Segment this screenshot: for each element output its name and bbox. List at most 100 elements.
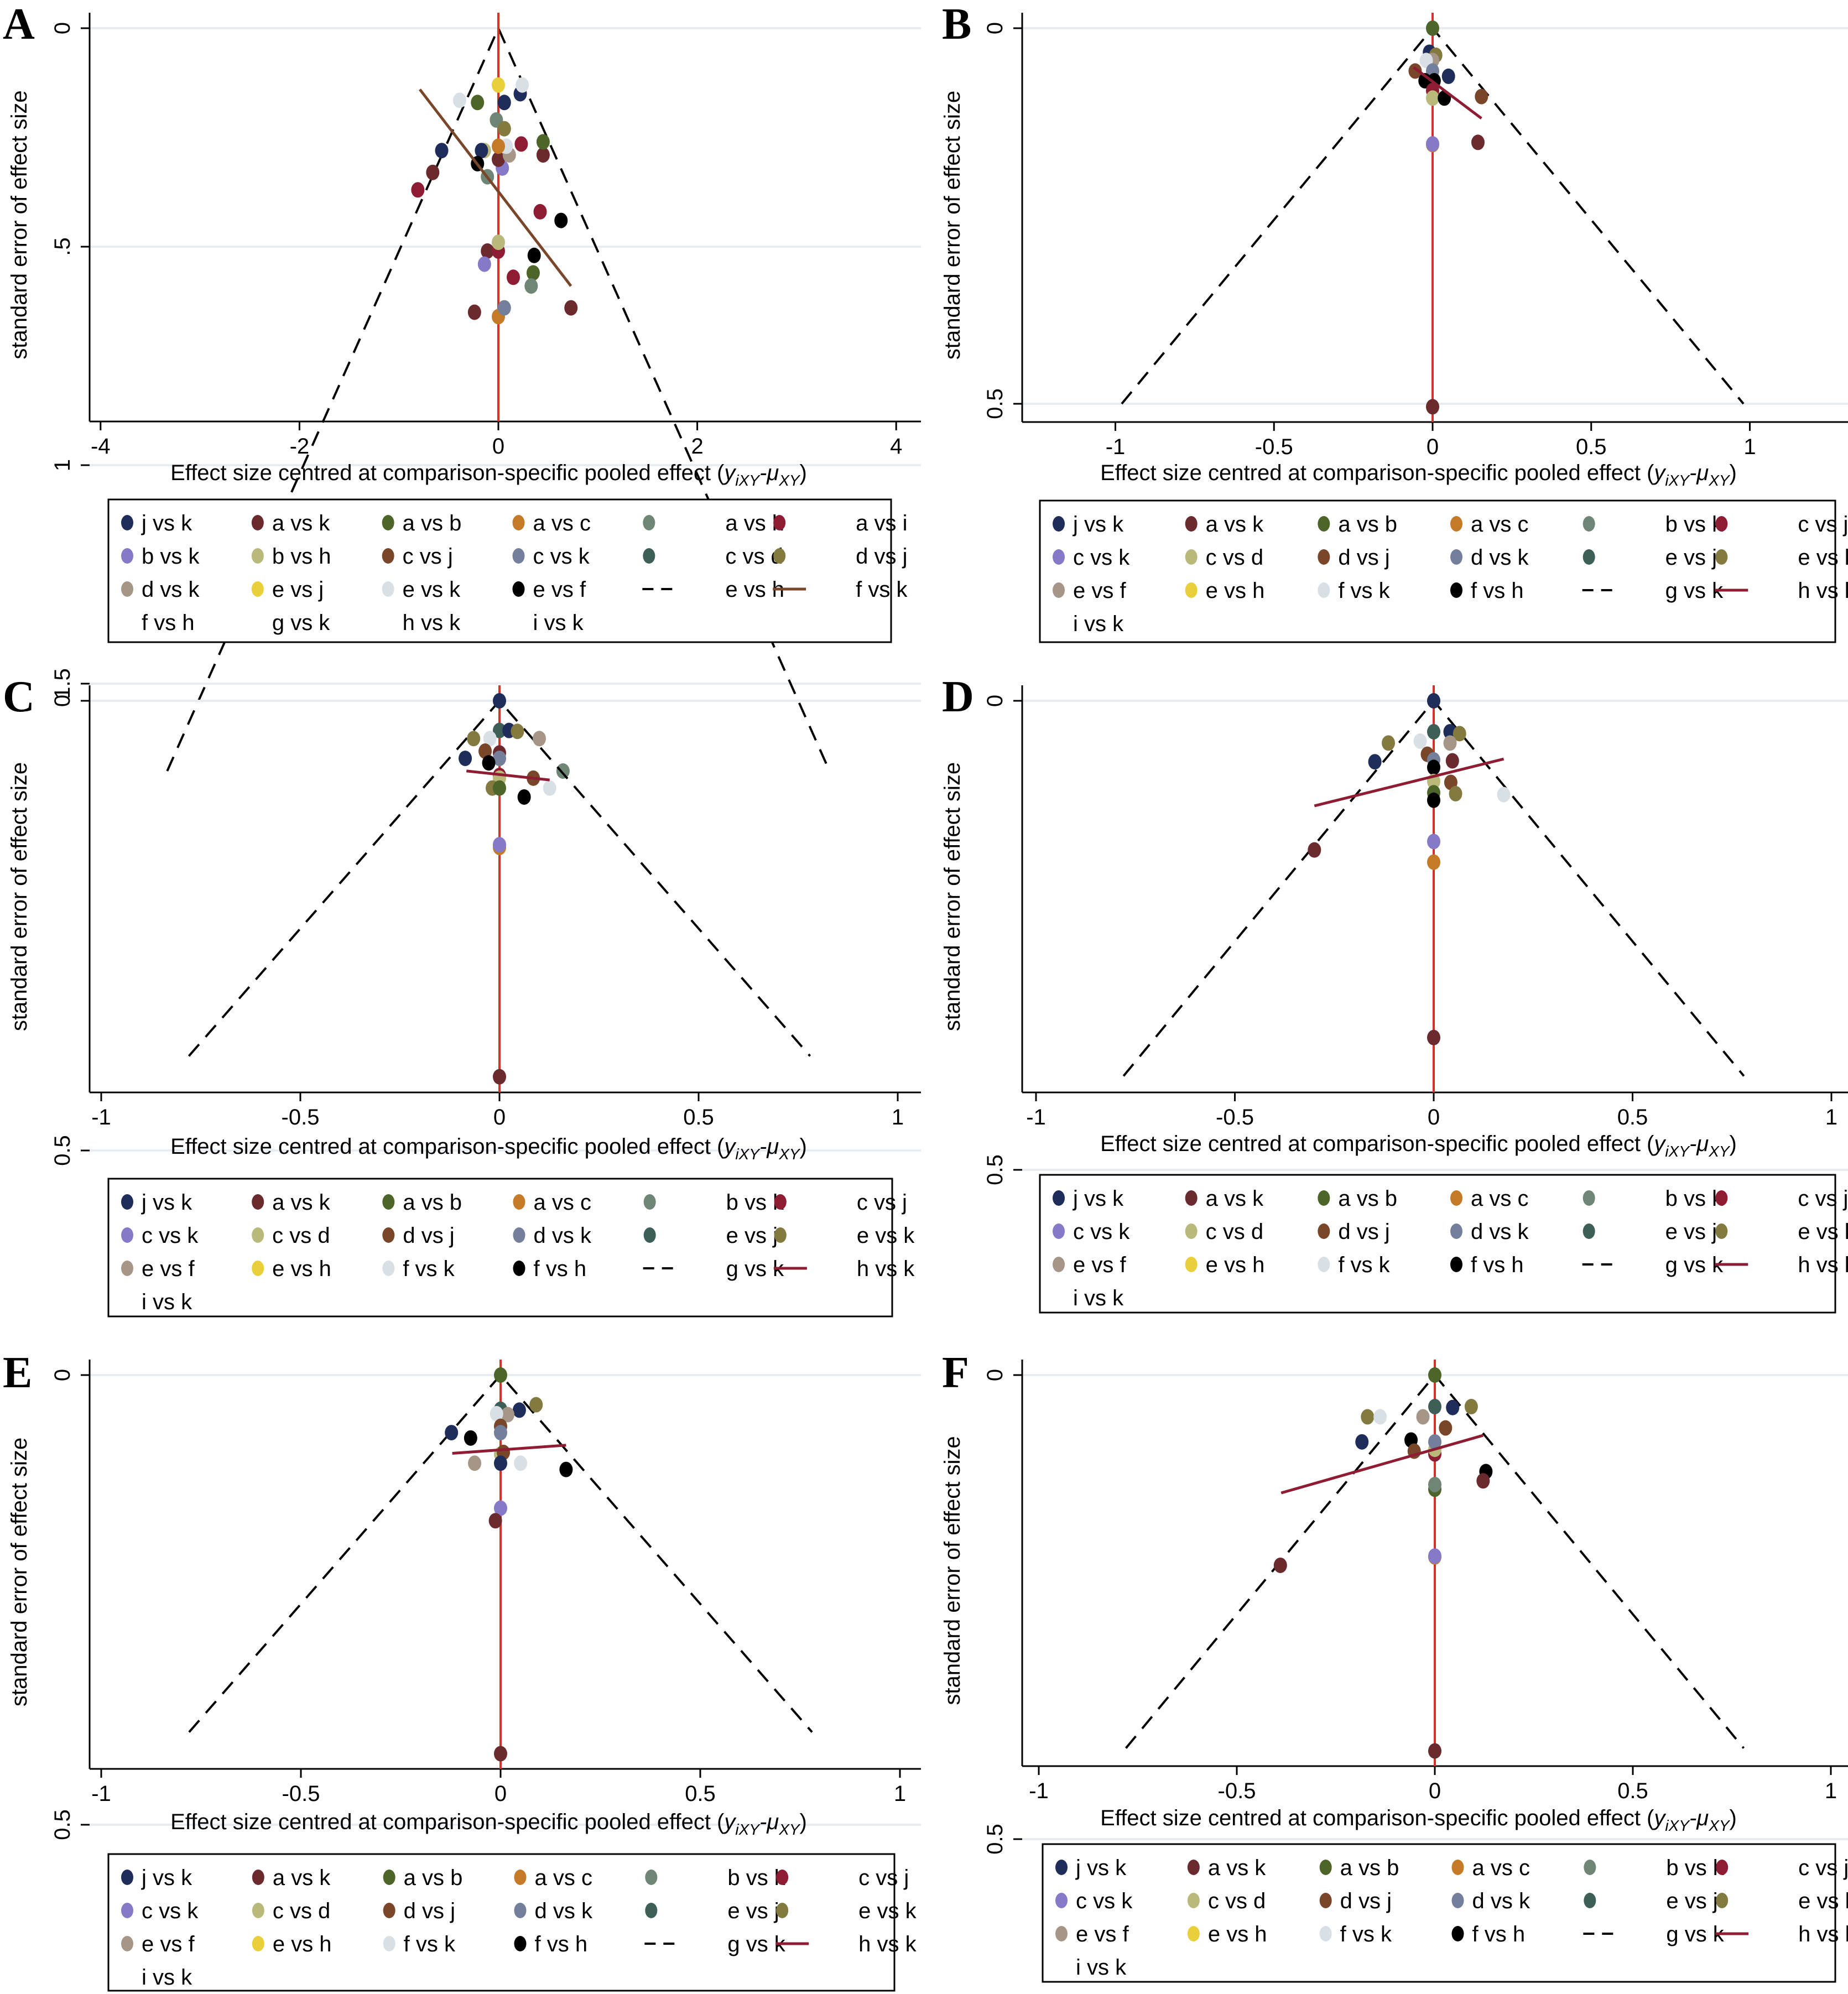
data-point xyxy=(467,304,481,320)
legend-item: f vs k xyxy=(383,1932,456,1956)
legend-item: a vs k xyxy=(1185,512,1264,537)
legend-box xyxy=(107,1853,896,1992)
x-axis-title-part: Effect size centred at comparison-specif… xyxy=(170,1810,725,1834)
x-axis-title-part: iXY xyxy=(1665,1143,1690,1160)
legend-item: d vs k xyxy=(514,1899,593,1923)
x-tick-label: 0 xyxy=(494,1782,507,1806)
legend-label: c vs d xyxy=(1206,545,1263,570)
data-point xyxy=(501,1407,514,1423)
legend-marker-icon xyxy=(252,1870,264,1885)
legend-label: a vs k xyxy=(272,511,330,535)
legend-label: c vs j xyxy=(1798,1186,1848,1211)
legend-marker-icon xyxy=(1582,1224,1595,1239)
legend-label: b vs k xyxy=(1665,512,1724,537)
data-point xyxy=(564,300,578,316)
legend-item: c vs j xyxy=(1715,512,1848,537)
legend-label: e vs k xyxy=(1798,1220,1848,1244)
legend-label: a vs k xyxy=(1206,1186,1264,1211)
legend-item: f vs k xyxy=(1318,1253,1391,1277)
legend-item: c vs j xyxy=(1715,1186,1848,1211)
data-point xyxy=(536,134,550,150)
x-axis-title-part: XY xyxy=(1708,1817,1731,1834)
legend-label: h vs k xyxy=(1798,1253,1848,1277)
legend-label: j vs k xyxy=(1075,1856,1127,1880)
x-tick-label: 1 xyxy=(1743,435,1756,459)
legend-marker-icon xyxy=(382,1227,395,1243)
legend-label: d vs j xyxy=(1338,1220,1389,1244)
legend-label: e vs h xyxy=(1208,1922,1267,1946)
legend-label: c vs k xyxy=(533,544,590,569)
legend-marker-icon xyxy=(643,1227,656,1243)
legend-item: g vs k xyxy=(1582,579,1724,603)
data-point xyxy=(483,731,497,747)
legend-label: j vs k xyxy=(1073,1186,1124,1211)
legend-item: h vs k xyxy=(1715,1922,1848,1946)
legend-label: h vs k xyxy=(857,1257,915,1281)
legend-marker-icon xyxy=(252,1936,264,1951)
data-point xyxy=(493,837,506,853)
legend-label: f vs k xyxy=(403,1257,455,1281)
legend-label: f vs k xyxy=(1338,579,1390,603)
legend-marker-icon xyxy=(1318,582,1330,598)
legend-item: h vs k xyxy=(403,611,461,635)
data-point xyxy=(1453,726,1466,742)
legend-marker-icon xyxy=(773,548,786,564)
panel-f: F 0 0.5 -1 -0.5 0 0.5 1 standard error of effect… xyxy=(940,1349,1848,1983)
legend-item: d vs j xyxy=(1319,1889,1392,1913)
x-axis-title-part: iXY xyxy=(1665,472,1690,489)
x-tick-label: 2 xyxy=(691,434,703,459)
x-tick-label: -0.5 xyxy=(1255,435,1293,459)
regression-line xyxy=(1280,1434,1484,1495)
data-point xyxy=(1426,90,1439,106)
x-axis-title-part: Effect size centred at comparison-specif… xyxy=(170,1134,725,1159)
data-point xyxy=(533,731,546,747)
legend-marker-icon xyxy=(1185,549,1198,565)
legend-marker-icon xyxy=(383,1870,395,1885)
legend-label: e vs k xyxy=(857,1224,915,1248)
legend-marker-icon xyxy=(776,1870,789,1885)
data-point xyxy=(492,152,505,167)
x-tick-label: -1 xyxy=(91,1782,111,1806)
legend-marker-icon xyxy=(645,1870,658,1885)
legend-marker-icon xyxy=(513,1194,525,1210)
legend-item: g vs k xyxy=(272,611,330,635)
legend-item: a vs k xyxy=(252,1190,331,1215)
legend-label: e vs k xyxy=(1798,545,1848,570)
legend-item: e vs k xyxy=(1715,1220,1848,1244)
legend-label: e vs k xyxy=(1798,1889,1848,1913)
legend-item: a vs b xyxy=(1319,1856,1399,1880)
data-point xyxy=(543,780,556,796)
data-point xyxy=(1368,754,1382,770)
legend-box xyxy=(1039,1174,1836,1314)
legend-marker-icon xyxy=(1055,1893,1068,1908)
x-axis-title-part: -μ xyxy=(1689,461,1709,485)
x-axis-title-part: y xyxy=(722,1134,737,1159)
x-axis-title: Effect size centred at comparison-specif… xyxy=(1100,461,1737,489)
legend-item: c vs k xyxy=(1053,545,1130,570)
legend-item: d vs k xyxy=(1450,545,1529,570)
legend-item: e vs f xyxy=(1053,1253,1126,1277)
x-axis-title: Effect size centred at comparison-specif… xyxy=(1100,1132,1737,1160)
legend-item: c vs k xyxy=(121,1224,199,1248)
x-axis-title: Effect size centred at comparison-specif… xyxy=(170,1810,807,1838)
legend-box xyxy=(1039,499,1836,643)
x-axis-title-part: XY xyxy=(778,472,801,489)
data-point xyxy=(1443,735,1457,751)
legend-marker-icon xyxy=(1451,1893,1464,1908)
legend-label: f vs h xyxy=(142,611,195,635)
legend-marker-icon xyxy=(1319,1926,1332,1941)
legend-marker-icon xyxy=(1318,516,1330,532)
data-point xyxy=(1428,1743,1441,1759)
data-point xyxy=(1471,134,1485,150)
legend-item: i vs k xyxy=(1073,612,1124,636)
data-point xyxy=(1449,785,1462,801)
data-point xyxy=(527,247,541,263)
legend-label: f vs h xyxy=(534,1257,587,1281)
legend-marker-icon xyxy=(1451,1860,1464,1875)
legend-label: b vs k xyxy=(1665,1186,1724,1211)
legend-item: a vs k xyxy=(1185,1186,1264,1211)
x-axis-title: Effect size centred at comparison-specif… xyxy=(1100,1806,1737,1834)
data-point xyxy=(536,147,550,163)
